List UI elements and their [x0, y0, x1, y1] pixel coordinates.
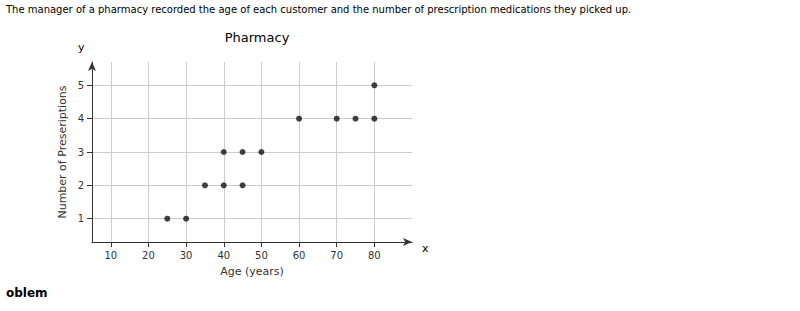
svg-text:The manager of a pharmacy reco: The manager of a pharmacy recorded the a…: [5, 4, 631, 15]
svg-text:1: 1: [78, 213, 84, 224]
svg-text:Number of Preseriptions: Number of Preseriptions: [56, 85, 69, 218]
svg-text:50: 50: [255, 250, 268, 261]
svg-text:oblem: oblem: [6, 286, 48, 300]
svg-text:70: 70: [330, 250, 343, 261]
svg-text:Age (years): Age (years): [220, 265, 284, 278]
svg-text:2: 2: [78, 180, 84, 191]
svg-text:3: 3: [78, 147, 84, 158]
svg-text:5: 5: [78, 80, 84, 91]
svg-text:30: 30: [180, 250, 193, 261]
svg-text:4: 4: [78, 113, 84, 124]
svg-text:Pharmacy: Pharmacy: [225, 30, 290, 45]
svg-text:x: x: [422, 242, 429, 255]
svg-text:20: 20: [142, 250, 155, 261]
svg-text:10: 10: [104, 250, 117, 261]
svg-text:y: y: [78, 41, 85, 54]
svg-text:40: 40: [217, 250, 230, 261]
svg-text:60: 60: [293, 250, 306, 261]
svg-text:80: 80: [368, 250, 381, 261]
